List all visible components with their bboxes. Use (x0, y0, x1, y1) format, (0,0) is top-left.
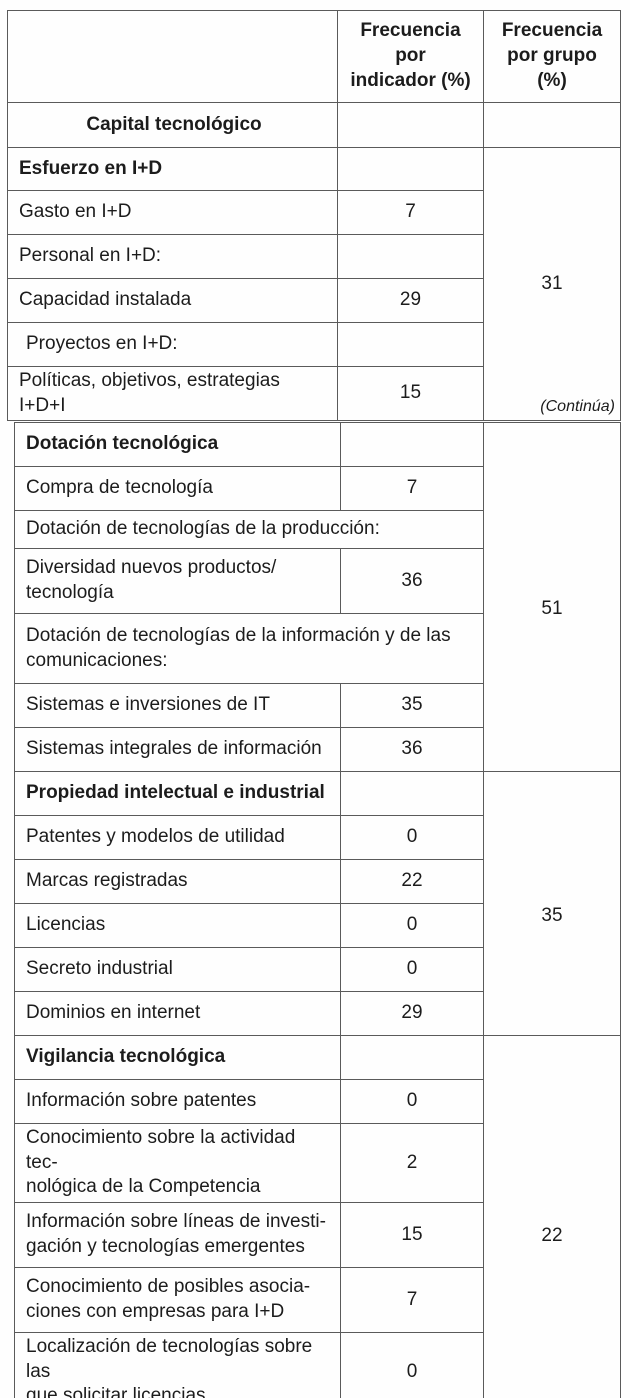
table-row: Marcas registradas 22 (14, 859, 621, 904)
subheading-cell: Dotación de tecnologías de la informació… (14, 613, 484, 684)
indicator-cell: 35 (340, 683, 484, 728)
indicator-cell: 0 (340, 903, 484, 948)
indicator-cell: 7 (340, 466, 484, 511)
label-cell: Políticas, objetivos, estrategias I+D+I (7, 365, 338, 422)
indicator-cell: 7 (340, 1267, 484, 1334)
label-cell: Sistemas integrales de información (14, 727, 341, 772)
label-cell: Información sobre líneas de investi- gac… (14, 1202, 341, 1269)
table-title-cell: Capital tecnológico (7, 102, 338, 148)
label-cell: Localización de tecnologías sobre las qu… (14, 1332, 341, 1398)
indicator-cell (340, 1035, 484, 1080)
label-cell: Conocimiento de posibles asocia- ciones … (14, 1267, 341, 1334)
label-cell: Capacidad instalada (7, 278, 338, 323)
table-row: Esfuerzo en I+D 31 (Continúa) (7, 146, 621, 422)
group-value: 22 (541, 1224, 563, 1246)
indicator-cell: 7 (337, 190, 484, 235)
frequency-table-part-1: Frecuencia por indicador (%) Frecuencia … (7, 10, 621, 422)
indicator-cell (340, 422, 484, 467)
label-cell: Compra de tecnología (14, 466, 341, 511)
indicator-cell: 29 (337, 278, 484, 323)
table-row: Patentes y modelos de utilidad 0 (14, 815, 621, 860)
header-group-cell: Frecuencia por grupo (%) (483, 10, 621, 103)
label-cell: Proyectos en I+D: (7, 322, 338, 367)
label-cell: Personal en I+D: (7, 234, 338, 279)
indicator-cell (337, 102, 484, 148)
group-value-cell: 35 (483, 771, 621, 1036)
table-row: Dotación de tecnologías de la producción… (14, 510, 621, 549)
indicator-cell: 0 (340, 1079, 484, 1124)
section-label-cell: Propiedad intelectual e industrial (14, 771, 341, 816)
table-row: Sistemas integrales de información 36 (14, 727, 621, 772)
indicator-cell (337, 234, 484, 279)
table-row: Conocimiento de posibles asocia- ciones … (14, 1267, 621, 1334)
subheading-cell: Dotación de tecnologías de la producción… (14, 510, 484, 549)
label-cell: Información sobre patentes (14, 1079, 341, 1124)
section-label-cell: Esfuerzo en I+D (7, 147, 338, 191)
table-row: Licencias 0 (14, 903, 621, 948)
indicator-cell (340, 771, 484, 816)
label-cell: Diversidad nuevos productos/ tecnología (14, 548, 341, 614)
table-row: Dotación tecnológica 51 (14, 422, 621, 772)
table-row: Localización de tecnologías sobre las qu… (14, 1332, 621, 1398)
label-cell: Licencias (14, 903, 341, 948)
group-value: 51 (541, 598, 563, 619)
label-cell: Conocimiento sobre la actividad tec- nol… (14, 1122, 341, 1204)
table-row: Dominios en internet 29 (14, 991, 621, 1036)
table-header-row: Frecuencia por indicador (%) Frecuencia … (7, 10, 621, 103)
continua-note: (Continúa) (540, 397, 615, 415)
table-row: Secreto industrial 0 (14, 947, 621, 992)
indicator-cell (337, 147, 484, 191)
label-cell: Patentes y modelos de utilidad (14, 815, 341, 860)
indicator-cell: 22 (340, 859, 484, 904)
indicator-cell: 36 (340, 548, 484, 614)
label-cell: Dominios en internet (14, 991, 341, 1036)
group-value: 31 (541, 272, 563, 294)
table-row: Diversidad nuevos productos/ tecnología … (14, 548, 621, 614)
header-empty-cell (7, 10, 338, 103)
section-label-cell: Vigilancia tecnológica (14, 1035, 341, 1080)
label-cell: Sistemas e inversiones de IT (14, 683, 341, 728)
indicator-cell: 2 (340, 1122, 484, 1204)
header-indicator-cell: Frecuencia por indicador (%) (337, 10, 484, 103)
table-row: Compra de tecnología 7 (14, 466, 621, 511)
indicator-cell: 29 (340, 991, 484, 1036)
table-row: Dotación de tecnologías de la informació… (14, 613, 621, 684)
group-value-cell: 51 (483, 422, 621, 772)
indicator-cell: 15 (337, 365, 484, 422)
indicator-cell: 0 (340, 815, 484, 860)
table-row: Conocimiento sobre la actividad tec- nol… (14, 1122, 621, 1204)
indicator-cell: 0 (340, 947, 484, 992)
group-value-cell: 31 (Continúa) (483, 146, 621, 422)
table-row: Capacidad instalada 29 (7, 278, 621, 323)
table-row: Políticas, objetivos, estrategias I+D+I … (7, 365, 621, 422)
label-cell: Marcas registradas (14, 859, 341, 904)
indicator-cell: 36 (340, 727, 484, 772)
table-row: Gasto en I+D 7 (7, 190, 621, 235)
label-cell: Secreto industrial (14, 947, 341, 992)
table-row: Personal en I+D: (7, 234, 621, 279)
table-row: Información sobre patentes 0 (14, 1079, 621, 1124)
section-label-cell: Dotación tecnológica (14, 422, 341, 467)
group-cell (483, 102, 621, 148)
table-row: Vigilancia tecnológica 22 (14, 1034, 621, 1398)
frequency-table-part-2: Dotación tecnológica 51 Compra de tecnol… (14, 422, 621, 1398)
table-row: Proyectos en I+D: (7, 322, 621, 367)
indicator-cell (337, 322, 484, 367)
indicator-cell: 0 (340, 1332, 484, 1398)
group-value: 35 (541, 904, 563, 926)
group-value-cell: 22 (483, 1034, 621, 1398)
table-row: Capital tecnológico (7, 102, 621, 148)
label-cell: Gasto en I+D (7, 190, 338, 235)
table-row: Propiedad intelectual e industrial 35 (14, 771, 621, 1036)
indicator-cell: 15 (340, 1202, 484, 1269)
